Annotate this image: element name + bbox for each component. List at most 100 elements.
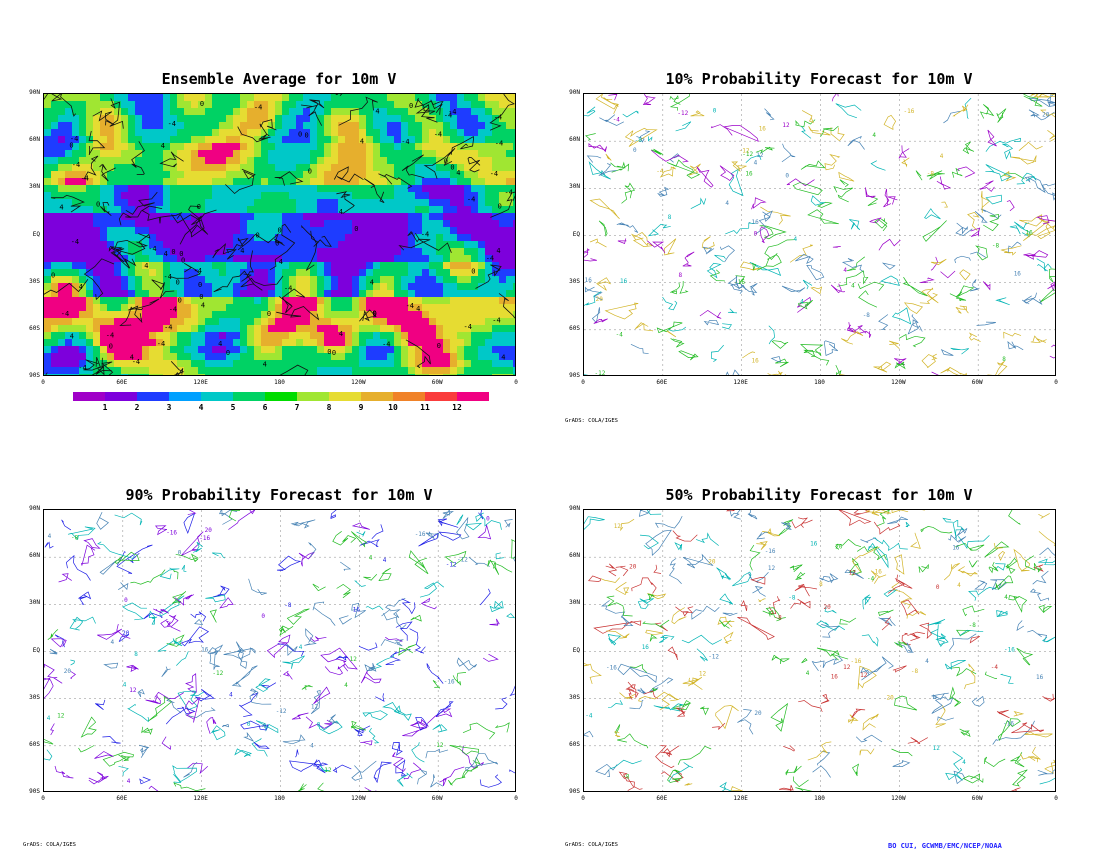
contour-line	[637, 598, 654, 610]
contour-line	[869, 217, 882, 224]
shaded-cell	[149, 248, 157, 256]
shaded-cell	[156, 269, 164, 277]
shaded-cell	[268, 157, 276, 165]
shaded-cell	[345, 192, 353, 200]
shaded-cell	[296, 332, 304, 340]
shaded-cell	[254, 192, 262, 200]
contour-line	[745, 154, 762, 163]
shaded-cell	[163, 227, 171, 235]
contour-line	[291, 712, 309, 720]
contour-line	[711, 344, 724, 362]
shaded-cell	[219, 353, 227, 361]
shaded-cell	[373, 150, 381, 158]
shaded-cell	[156, 220, 164, 228]
shaded-cell	[373, 94, 381, 102]
shaded-cell	[415, 171, 423, 179]
shaded-cell	[373, 311, 381, 319]
shaded-cell	[184, 150, 192, 158]
shaded-cell	[492, 94, 500, 102]
shaded-cell	[387, 255, 395, 263]
contour-line	[771, 654, 790, 665]
contour-line	[764, 239, 796, 261]
shaded-cell	[324, 157, 332, 165]
shaded-cell	[135, 374, 143, 375]
shaded-cell	[471, 353, 479, 361]
shaded-cell	[135, 332, 143, 340]
contour-line	[874, 218, 888, 232]
contour-line	[219, 597, 234, 609]
shaded-cell	[184, 115, 192, 123]
contour-label: -16	[904, 108, 915, 115]
shaded-cell	[275, 213, 283, 221]
shaded-cell	[219, 318, 227, 326]
shaded-cell	[492, 220, 500, 228]
contour-line	[278, 288, 306, 314]
shaded-cell	[429, 311, 437, 319]
shaded-cell	[345, 290, 353, 298]
shaded-cell	[408, 213, 416, 221]
contour-line	[584, 106, 596, 117]
contour-line	[96, 511, 109, 530]
shaded-cell	[198, 353, 206, 361]
shaded-cell	[282, 332, 290, 340]
shaded-cell	[380, 171, 388, 179]
contour-label: 4	[130, 353, 134, 361]
shaded-cell	[422, 241, 430, 249]
shaded-cell	[233, 346, 241, 354]
shaded-cell	[492, 192, 500, 200]
shaded-cell	[275, 346, 283, 354]
shaded-cell	[107, 304, 115, 312]
shaded-cell	[184, 101, 192, 109]
shaded-cell	[450, 269, 458, 277]
lat-tick-label: 30N	[569, 183, 580, 191]
shaded-cell	[387, 213, 395, 221]
shaded-cell	[247, 332, 255, 340]
shaded-cell	[107, 248, 115, 256]
contour-line	[954, 255, 971, 264]
shaded-cell	[457, 325, 465, 333]
shaded-cell	[513, 360, 515, 368]
shaded-cell	[317, 360, 325, 368]
shaded-cell	[359, 143, 367, 151]
contour-line	[171, 214, 202, 245]
shaded-cell	[163, 150, 171, 158]
contour-line	[878, 238, 901, 251]
shaded-cell	[177, 206, 185, 214]
shaded-cell	[205, 367, 213, 375]
shaded-cell	[79, 192, 87, 200]
shaded-cell	[170, 220, 178, 228]
contour-label: 0	[633, 147, 637, 154]
contour-line	[1047, 281, 1055, 292]
shaded-cell	[415, 276, 423, 284]
contour-label: -4	[991, 664, 999, 671]
shaded-cell	[142, 360, 150, 368]
shaded-cell	[149, 157, 157, 165]
shaded-cell	[219, 213, 227, 221]
shaded-cell	[170, 297, 178, 305]
contour-line	[703, 319, 720, 326]
shaded-cell	[303, 290, 311, 298]
shaded-cell	[513, 101, 515, 109]
shaded-cell	[317, 241, 325, 249]
shaded-cell	[58, 143, 66, 151]
shaded-cell	[289, 178, 297, 186]
contour-label: -4	[81, 175, 89, 183]
shaded-cell	[121, 157, 129, 165]
shaded-cell	[44, 262, 52, 270]
contour-label: 4	[754, 160, 758, 167]
contour-line	[714, 254, 726, 263]
shaded-cell	[373, 346, 381, 354]
shaded-cell	[51, 94, 59, 102]
shaded-cell	[261, 297, 269, 305]
shaded-cell	[44, 297, 52, 305]
shaded-cell	[93, 227, 101, 235]
shaded-cell	[513, 311, 515, 319]
shaded-cell	[114, 325, 122, 333]
shaded-cell	[247, 360, 255, 368]
shaded-cell	[303, 108, 311, 116]
shaded-cell	[443, 108, 451, 116]
shaded-cell	[387, 269, 395, 277]
shaded-cell	[86, 199, 94, 207]
shaded-cell	[450, 101, 458, 109]
